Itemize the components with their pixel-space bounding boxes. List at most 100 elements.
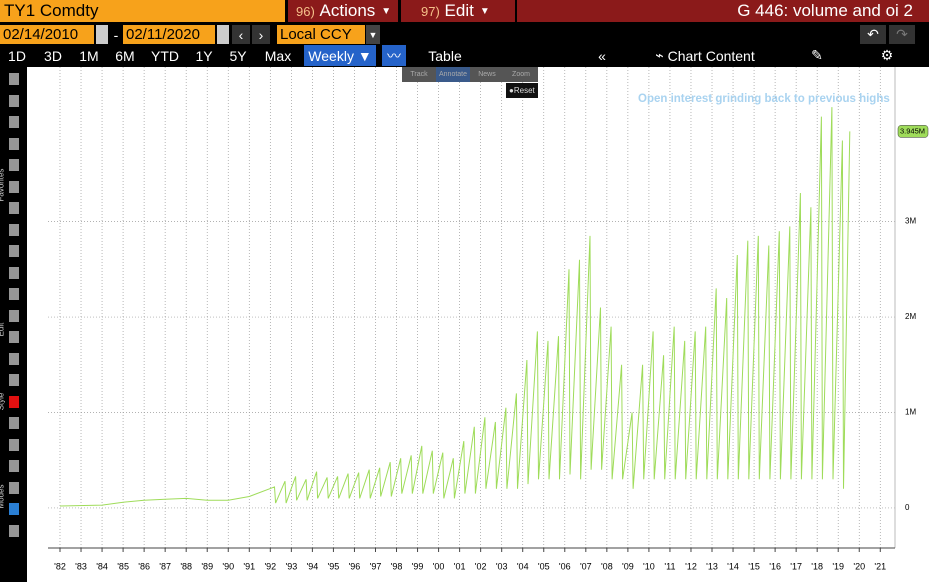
x-tick-label: '95 [328,561,340,571]
edit-icon[interactable]: ✎ [811,47,823,63]
chart-content-label: Chart Content [667,47,755,64]
range-button[interactable]: 6M [115,47,135,64]
range-button[interactable]: YTD [151,47,179,64]
tool-icon[interactable] [9,481,19,494]
data-line [59,107,851,507]
tool-icon[interactable] [9,116,19,128]
tool-button[interactable]: Track [410,71,428,78]
x-tick-label: '08 [601,561,613,571]
x-tick-label: '99 [412,561,424,571]
next-button[interactable]: › [252,25,270,44]
x-tick-label: '09 [622,561,634,571]
redo-button[interactable]: ↷ [889,25,915,44]
tool-button[interactable]: News [478,71,496,78]
x-tick-label: '02 [475,561,487,571]
edit-menu[interactable]: 97) Edit ▼ [401,0,515,22]
x-tick-label: '14 [727,561,739,571]
tool-icon[interactable] [9,374,19,386]
menu-number: 97) [421,3,440,19]
x-tick-label: '92 [264,561,276,571]
chart: '82 '83 '84 '85 '86 '87 '88 '89 '90 '91 '92 '93 '94 '… [27,67,929,582]
x-tick-label: '93 [285,561,297,571]
chart-content-button[interactable]: ⌁ Chart Content [655,47,755,64]
x-tick-label: '89 [201,561,213,571]
tool-icon[interactable] [9,503,19,515]
side-label: Modes [0,484,6,509]
menu-label: Actions [319,1,376,20]
reset-label: Reset [513,86,535,95]
prev-button[interactable]: ‹ [232,25,250,44]
tool-icon[interactable] [9,223,19,236]
x-tick-label: '11 [664,561,675,571]
reset-button[interactable]: ● Reset [506,83,538,98]
x-tick-label: '16 [769,561,781,571]
x-tick-label: '90 [222,561,234,571]
range-button[interactable]: 1M [79,47,99,64]
chart-tools: Track Annotate News Zoom [402,67,538,82]
last-value-box [897,125,929,138]
x-tick-label: '96 [349,561,361,571]
range-button[interactable]: 1Y [195,47,213,64]
tool-icon[interactable] [9,266,19,279]
y-tick-label: 0 [905,503,910,512]
date-separator: - [113,26,119,43]
x-tick-label: '15 [748,561,760,571]
tool-icon[interactable] [9,417,19,429]
x-tick-label: '03 [496,561,508,571]
range-button[interactable]: Max [264,47,292,64]
collapse-button[interactable]: « [598,47,606,64]
tool-icon[interactable] [9,245,19,257]
side-label: Favorites [0,168,6,202]
menu-label: Edit [444,1,474,20]
ticker[interactable]: TY1 Comdty [0,0,285,22]
x-tick-label: '98 [391,561,403,571]
tool-icon[interactable] [9,395,19,408]
actions-menu[interactable]: 96) Actions ▼ [288,0,398,22]
x-tick-label: '84 [96,561,108,571]
y-tick-label: 2M [905,312,916,321]
range-button[interactable]: 3D [44,47,62,64]
tool-icon[interactable] [9,73,19,85]
table-button[interactable]: Table [428,47,462,64]
y-tick-label: 1M [905,408,916,417]
calendar-icon[interactable] [217,25,229,44]
tool-icon[interactable] [9,202,19,214]
chart-type-button[interactable]: 〰 [382,45,406,66]
tool-icon[interactable] [9,352,19,365]
x-tick-label: '04 [517,561,529,571]
frequency-button[interactable]: Weekly ▼ [304,45,376,66]
x-tick-label: '00 [433,561,445,571]
currency-dropdown[interactable]: ▼ [366,25,380,44]
tool-button[interactable]: Zoom [512,71,530,78]
side-label: Style [0,392,6,411]
tool-icon[interactable] [9,460,19,472]
tool-icon[interactable] [9,137,19,150]
undo-button[interactable]: ↶ [860,25,886,44]
x-tick-label: '07 [580,561,592,571]
range-button[interactable]: 1D [8,47,26,64]
x-tick-label: '85 [117,561,129,571]
tool-icon[interactable] [9,288,19,300]
annotation: Open interest grinding back to previous … [638,93,890,105]
settings-icon[interactable]: ⚙ [880,47,894,63]
tool-icon[interactable] [9,94,19,107]
tool-icon[interactable] [9,438,19,451]
calendar-icon[interactable] [96,25,108,44]
currency[interactable]: Local CCY [277,25,365,44]
start-date[interactable]: 02/14/2010 [0,25,94,44]
x-tick-label: '06 [559,561,571,571]
x-tick-label: '18 [811,561,823,571]
tool-icon[interactable] [9,180,19,193]
tool-button[interactable]: Annotate [436,67,470,82]
x-tick-label: '17 [790,561,802,571]
last-value-label: 3.945M [900,126,925,135]
tool-icon[interactable] [9,524,19,537]
x-tick-label: '01 [454,561,466,571]
tool-icon[interactable] [9,309,19,322]
end-date[interactable]: 02/11/2020 [123,25,215,44]
x-tick-label: '20 [853,561,865,571]
tool-icon[interactable] [9,331,19,343]
range-button[interactable]: 5Y [229,47,247,64]
tool-icon[interactable] [9,159,19,171]
